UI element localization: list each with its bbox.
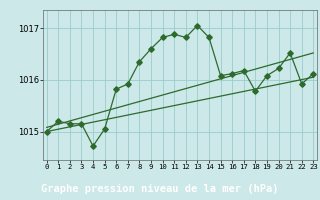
Text: Graphe pression niveau de la mer (hPa): Graphe pression niveau de la mer (hPa) [41,183,279,194]
